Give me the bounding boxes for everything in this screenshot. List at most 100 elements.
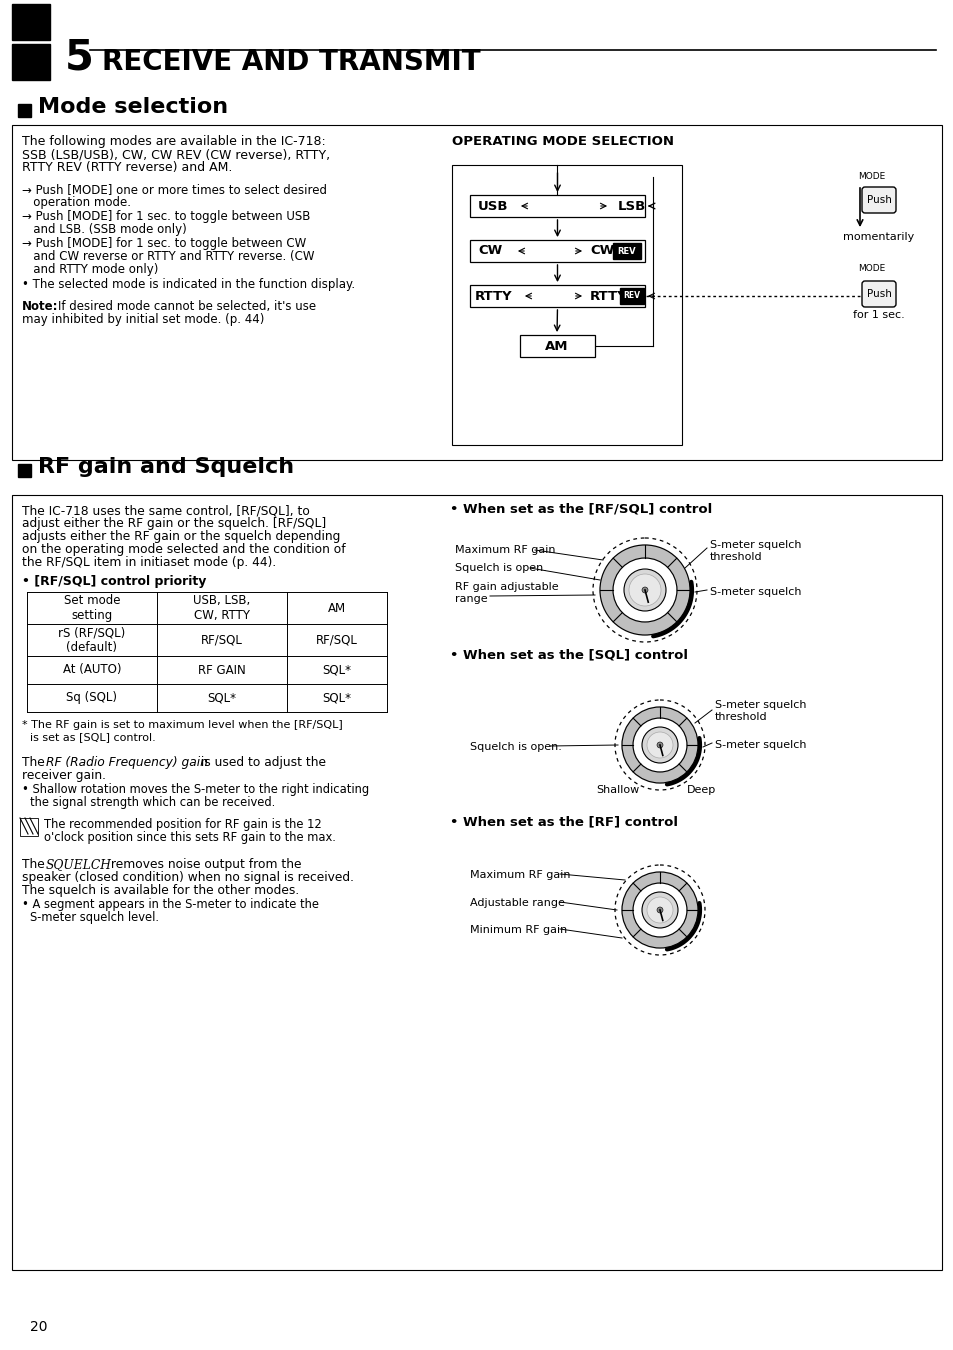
FancyBboxPatch shape: [862, 188, 895, 213]
Text: Push: Push: [865, 194, 890, 205]
Text: CW: CW: [589, 244, 614, 258]
Text: → Push [MODE] one or more times to select desired: → Push [MODE] one or more times to selec…: [22, 184, 327, 196]
Text: MODE: MODE: [858, 265, 884, 273]
Circle shape: [641, 728, 678, 763]
Text: Squelch is open.: Squelch is open.: [455, 563, 546, 572]
Text: • The selected mode is indicated in the function display.: • The selected mode is indicated in the …: [22, 278, 355, 292]
Text: Squelch is open.: Squelch is open.: [470, 743, 561, 752]
Text: operation mode.: operation mode.: [22, 196, 131, 209]
Bar: [619, 288, 643, 304]
Text: S-meter squelch: S-meter squelch: [714, 740, 805, 751]
Text: REV: REV: [617, 247, 636, 255]
Text: • When set as the [RF/SQL] control: • When set as the [RF/SQL] control: [450, 502, 712, 514]
Bar: [12, 126, 941, 460]
Text: threshold: threshold: [709, 552, 761, 562]
Circle shape: [657, 743, 662, 748]
Text: If desired mode cannot be selected, it's use: If desired mode cannot be selected, it's…: [58, 300, 315, 313]
Text: The recommended position for RF gain is the 12: The recommended position for RF gain is …: [44, 818, 321, 832]
Text: Push: Push: [865, 289, 890, 298]
Text: The squelch is available for the other modes.: The squelch is available for the other m…: [22, 884, 299, 896]
Text: S-meter squelch: S-meter squelch: [709, 587, 801, 597]
Circle shape: [641, 892, 678, 927]
Text: adjust either the RF gain or the squelch. [RF/SQL]: adjust either the RF gain or the squelch…: [22, 517, 326, 531]
Polygon shape: [621, 707, 698, 783]
Text: → Push [MODE] for 1 sec. to toggle between USB: → Push [MODE] for 1 sec. to toggle betwe…: [22, 211, 310, 223]
Text: Minimum RF gain: Minimum RF gain: [470, 925, 567, 936]
Bar: [18, 104, 30, 117]
Text: Mode selection: Mode selection: [38, 97, 228, 117]
Bar: [613, 243, 640, 259]
Text: range: range: [455, 594, 487, 603]
Text: Note:: Note:: [22, 300, 58, 313]
Text: The IC-718 uses the same control, [RF/SQL], to: The IC-718 uses the same control, [RF/SQ…: [22, 504, 310, 517]
Text: • When set as the [SQL] control: • When set as the [SQL] control: [450, 648, 687, 662]
Text: The: The: [22, 756, 49, 770]
Text: RTTY: RTTY: [475, 289, 512, 302]
Text: RF/SQL: RF/SQL: [201, 633, 243, 647]
Text: RF/SQL: RF/SQL: [315, 633, 357, 647]
Text: • [RF/SQL] control priority: • [RF/SQL] control priority: [22, 575, 206, 589]
Text: momentarily: momentarily: [842, 232, 914, 242]
Text: Adjustable range: Adjustable range: [470, 898, 564, 909]
Text: threshold: threshold: [714, 711, 767, 722]
Text: S-meter squelch: S-meter squelch: [714, 701, 805, 710]
Text: is used to adjust the: is used to adjust the: [196, 756, 326, 770]
Circle shape: [657, 907, 662, 913]
Bar: [470, 285, 644, 306]
Text: S-meter squelch level.: S-meter squelch level.: [30, 911, 159, 923]
Text: the RF/SQL item in initiaset mode (p. 44).: the RF/SQL item in initiaset mode (p. 44…: [22, 556, 276, 568]
Text: • When set as the [RF] control: • When set as the [RF] control: [450, 815, 678, 828]
Bar: [452, 165, 681, 446]
Polygon shape: [599, 545, 689, 634]
Bar: [12, 4, 50, 40]
Bar: [470, 194, 644, 217]
Text: RTTY REV (RTTY reverse) and AM.: RTTY REV (RTTY reverse) and AM.: [22, 161, 233, 174]
Text: rS (RF/SQL)
(default): rS (RF/SQL) (default): [58, 626, 126, 653]
Text: SSB (LSB/USB), CW, CW REV (CW reverse), RTTY,: SSB (LSB/USB), CW, CW REV (CW reverse), …: [22, 148, 330, 161]
Text: MODE: MODE: [858, 171, 884, 181]
Text: Shallow: Shallow: [596, 784, 639, 795]
Text: * The RF gain is set to maximum level when the [RF/SQL]: * The RF gain is set to maximum level wh…: [22, 720, 342, 730]
Circle shape: [646, 896, 672, 923]
Text: Maximum RF gain: Maximum RF gain: [470, 869, 570, 880]
Text: o'clock position since this sets RF gain to the max.: o'clock position since this sets RF gain…: [44, 832, 335, 844]
Text: the signal strength which can be received.: the signal strength which can be receive…: [30, 796, 275, 809]
Text: At (AUTO): At (AUTO): [63, 663, 121, 676]
Text: and CW reverse or RTTY and RTTY reverse. (CW: and CW reverse or RTTY and RTTY reverse.…: [22, 250, 314, 263]
Text: on the operating mode selected and the condition of: on the operating mode selected and the c…: [22, 543, 345, 556]
Text: AM: AM: [545, 339, 568, 352]
Text: • Shallow rotation moves the S-meter to the right indicating: • Shallow rotation moves the S-meter to …: [22, 783, 369, 796]
Text: is set as [SQL] control.: is set as [SQL] control.: [30, 732, 155, 742]
Circle shape: [641, 587, 647, 593]
Text: S-meter squelch: S-meter squelch: [709, 540, 801, 549]
Text: RECEIVE AND TRANSMIT: RECEIVE AND TRANSMIT: [102, 49, 480, 76]
Text: USB, LSB,
CW, RTTY: USB, LSB, CW, RTTY: [193, 594, 251, 622]
Bar: [18, 464, 30, 477]
Bar: [12, 495, 941, 1270]
Text: Set mode
setting: Set mode setting: [64, 594, 120, 622]
Text: OPERATING MODE SELECTION: OPERATING MODE SELECTION: [452, 135, 673, 148]
Text: for 1 sec.: for 1 sec.: [852, 310, 904, 320]
Circle shape: [646, 732, 672, 757]
Text: CW: CW: [477, 244, 501, 258]
Text: 20: 20: [30, 1320, 48, 1334]
Text: removes noise output from the: removes noise output from the: [107, 859, 301, 871]
Text: SQL*: SQL*: [322, 691, 351, 705]
Circle shape: [628, 574, 660, 606]
Text: SQUELCH: SQUELCH: [46, 859, 112, 871]
Text: may inhibited by initial set mode. (p. 44): may inhibited by initial set mode. (p. 4…: [22, 313, 264, 325]
Text: REV: REV: [623, 292, 639, 301]
Text: SQL*: SQL*: [322, 663, 351, 676]
Text: The following modes are available in the IC-718:: The following modes are available in the…: [22, 135, 325, 148]
Text: SQL*: SQL*: [208, 691, 236, 705]
Text: USB: USB: [477, 200, 508, 212]
Text: adjusts either the RF gain or the squelch depending: adjusts either the RF gain or the squelc…: [22, 531, 340, 543]
Text: RF GAIN: RF GAIN: [198, 663, 246, 676]
Text: RF (Radio Frequency) gain: RF (Radio Frequency) gain: [46, 756, 208, 770]
Text: RF gain adjustable: RF gain adjustable: [455, 582, 558, 593]
Text: Deep: Deep: [687, 784, 716, 795]
Bar: [12, 45, 50, 80]
Bar: [470, 240, 644, 262]
Text: and LSB. (SSB mode only): and LSB. (SSB mode only): [22, 223, 187, 236]
Text: 5: 5: [65, 36, 93, 78]
